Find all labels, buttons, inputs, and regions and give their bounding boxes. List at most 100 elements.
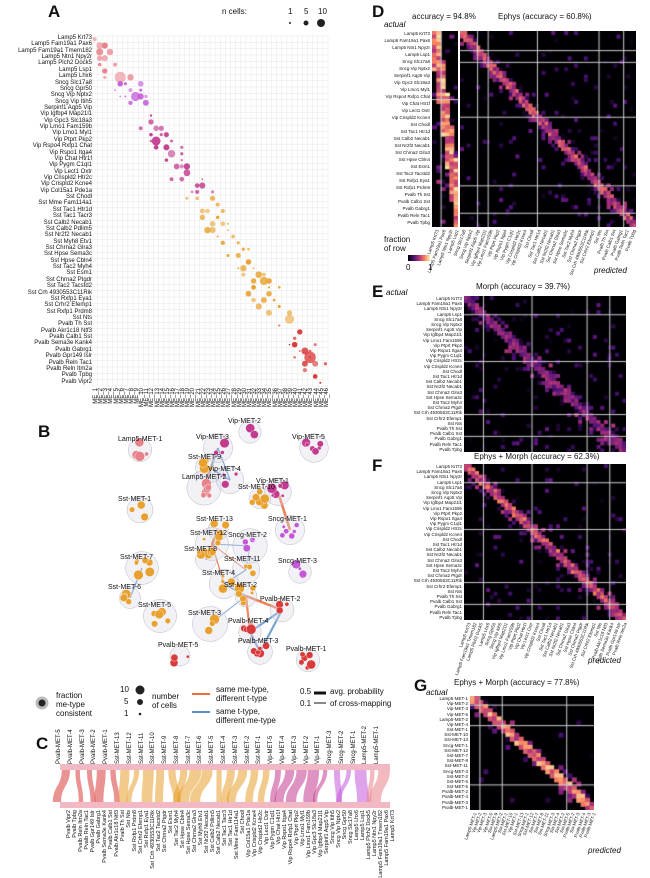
- legend-prob-01: 0.1: [300, 699, 312, 708]
- panel-d-of-row: of row: [384, 244, 406, 253]
- panel-c-top-label: Lamp5-MET-2: [362, 725, 369, 764]
- heatmap-row-label: Lamp5 Krt73: [436, 464, 462, 469]
- panel-b-node: [213, 450, 219, 456]
- heatmap-row-label: Pvalb Reln Tac1: [429, 441, 462, 447]
- panel-b-node: [185, 654, 190, 659]
- panel-a-dot: [298, 350, 301, 352]
- panel-a-dot: [231, 234, 236, 239]
- heatmap-row-label: Sst Chodl: [442, 536, 462, 542]
- panel-b-node: [262, 642, 270, 650]
- panel-e-row-labels: Lamp5 Krt73 Lamp5 Fam19a1 Pax6 Lamp5 Ntn1 …: [374, 296, 462, 452]
- panel-c-top-label: Sst-MET-8: [173, 735, 180, 764]
- panel-c-top-label: Vip-MET-2: [303, 735, 310, 764]
- panel-a-dot: [240, 265, 247, 272]
- panel-c-flow: [118, 770, 130, 802]
- panel-a-dot: [266, 278, 272, 284]
- panel-a-dot: [199, 208, 205, 214]
- panel-a-row-label: Sncg Slc17a8: [54, 79, 92, 86]
- panel-a-dot: [113, 62, 118, 67]
- panel-b-node: [283, 528, 289, 535]
- panel-a-dot: [101, 42, 108, 49]
- panel-c-sankey: [52, 764, 390, 808]
- panel-b-cluster: [232, 528, 268, 564]
- heatmap-row-label: Sst Nr2f2 Necab1: [426, 384, 462, 390]
- panel-a-row-label: Lamp5 Lsp1: [58, 66, 92, 73]
- panel-a-dot: [312, 374, 318, 379]
- panel-a-dot: [272, 298, 276, 302]
- panel-b-edge: [211, 543, 247, 571]
- heatmap-row-label: Vip Rspo4 Rxfp1 Chat: [385, 94, 430, 99]
- panel-c-flow: [189, 770, 213, 802]
- heatmap-row-label: Sst Tac1 Htr1d: [432, 542, 462, 547]
- panel-a-dot: [180, 145, 184, 150]
- panel-a-dot: [245, 259, 252, 265]
- panel-a-row-label: Pvalb Gabrg1: [55, 346, 92, 353]
- panel-a-dot: [255, 303, 262, 310]
- panel-a-row-label: Vip Lect1 Oxtr: [54, 168, 92, 175]
- panel-a-dot: [288, 343, 291, 346]
- panel-c-flow: [369, 770, 390, 802]
- panel-b-node-label: Vip-MET-3: [196, 434, 229, 441]
- heatmap-row-label: Sst Crhr2 Efemp1: [426, 583, 462, 589]
- panel-d-predicted: predicted: [594, 266, 627, 275]
- panel-a-dot: [106, 48, 114, 56]
- panel-c-flow: [177, 770, 202, 802]
- heatmap-row-label: Sst Chrna2 Ptgdr: [427, 573, 462, 579]
- heatmap-row-label: Sncg Slc17a8: [434, 316, 462, 322]
- panel-a-dot: [102, 68, 108, 74]
- panel-b-node: [266, 483, 278, 494]
- panel-c-flow: [216, 770, 222, 802]
- panel-a-row-label: Sst Calb2 Pdlim5: [45, 225, 92, 232]
- panel-a-dot: [103, 75, 107, 80]
- legend-of-cross: of cross-mapping: [330, 699, 392, 708]
- panel-a-row-label: Sncg Gpr50: [59, 85, 92, 92]
- panel-c-top-label: Pvalb-MET-2: [91, 729, 98, 764]
- panel-a-row-label: Vip Crispld2 Kcne4: [41, 181, 92, 188]
- panel-b-node: [137, 500, 146, 510]
- panel-a-dot: [220, 221, 226, 227]
- panel-a-dot: [144, 94, 148, 99]
- panel-b-node-label: Sst-MET-10: [238, 484, 275, 491]
- panel-b-node: [134, 560, 139, 566]
- panel-a-row-label: Sst Hpse Sema3c: [43, 251, 92, 258]
- panel-f-heatmap: [464, 464, 626, 620]
- heatmap-row-label: Pvalb-MET-1: [441, 804, 468, 810]
- panel-a-dot: [323, 362, 328, 366]
- heatmap-row-label: Sst-MET-12: [444, 747, 468, 753]
- heatmap-row-label: Lamp5 Lsp1: [405, 52, 430, 57]
- heatmap-row-label: Vip-MET-3: [446, 706, 468, 712]
- panel-b-node-label: Sst-MET-8: [184, 546, 218, 553]
- panel-a-dot: [137, 93, 144, 100]
- panel-b-node: [291, 559, 301, 569]
- heatmap-row-label: Sncg Vip Nptx2: [431, 322, 462, 327]
- panel-a-dot: [227, 229, 229, 231]
- panel-a-row-label: Serpinf1 Aqp5 Vip: [44, 105, 92, 111]
- heatmap-row-label: Sst-MET-1: [446, 727, 468, 733]
- panel-a-row-label: Pvalb Akr1c18 Ntf3: [40, 327, 92, 334]
- panel-b-node: [256, 488, 264, 496]
- panel-b-node: [293, 522, 300, 528]
- panel-b-node: [276, 606, 284, 615]
- panel-a-dot: [267, 286, 271, 289]
- legend-fraction: fraction: [56, 691, 83, 700]
- panel-b-node-label: Sst-MET-9: [188, 454, 222, 461]
- panel-b-node: [277, 483, 283, 489]
- legend-diff-me: different me-type: [216, 716, 276, 725]
- panel-a-dot: [291, 341, 298, 348]
- panel-label-d: D: [372, 2, 385, 21]
- heatmap-row-label: Sst Nts: [447, 420, 462, 426]
- legend-diff-t: different t-type: [216, 694, 267, 703]
- heatmap-row-label: Pvalb Tpbg: [439, 614, 462, 620]
- panel-a-row-label: Lamp5 Plch2 Dock5: [38, 60, 92, 67]
- heatmap-row-label: Vip Crispld2 Kcne4: [423, 363, 462, 369]
- panel-b-node: [200, 492, 207, 499]
- heatmap-row-label: Sst Tac1 Htr1d: [432, 374, 462, 379]
- panel-a-col-labels: ME_1 ME_2 ME_3 ME_4 ME_5 ME_6 ME_7 ME_8 ME_9 ME_1…: [92, 388, 330, 418]
- panel-a-dot: [215, 202, 220, 207]
- panel-b-node: [164, 617, 171, 624]
- panel-a-dot: [179, 164, 184, 169]
- heatmap-row-label: Sst Nts: [447, 588, 462, 594]
- heatmap-row-label: Sst-MET-11: [444, 763, 468, 769]
- panel-a-dot: [195, 196, 199, 201]
- heatmap-row-label: Pvalb-MET-2: [441, 789, 468, 795]
